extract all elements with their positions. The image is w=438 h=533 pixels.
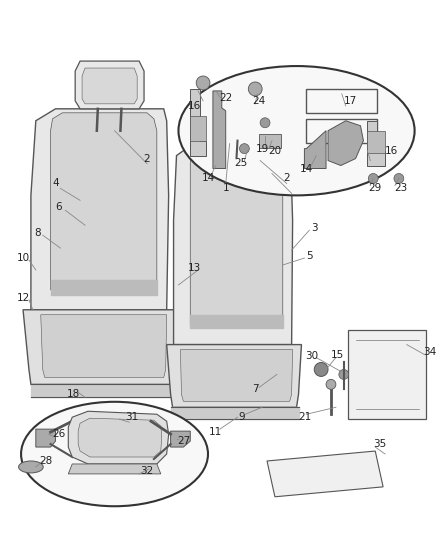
- Text: 4: 4: [52, 179, 59, 189]
- Text: 34: 34: [423, 346, 436, 357]
- Text: 16: 16: [187, 101, 201, 111]
- Text: 31: 31: [126, 412, 139, 422]
- Text: 26: 26: [52, 429, 65, 439]
- Text: 17: 17: [344, 96, 357, 106]
- Text: 8: 8: [35, 228, 41, 238]
- Polygon shape: [198, 96, 255, 141]
- Polygon shape: [50, 113, 157, 290]
- Text: 5: 5: [306, 251, 313, 261]
- Text: 11: 11: [209, 427, 223, 437]
- Polygon shape: [213, 91, 226, 168]
- Circle shape: [314, 362, 328, 376]
- Text: 3: 3: [311, 223, 318, 233]
- Text: 14: 14: [300, 164, 313, 174]
- Text: 2: 2: [144, 154, 150, 164]
- Ellipse shape: [18, 461, 43, 473]
- Polygon shape: [367, 121, 385, 166]
- Ellipse shape: [21, 402, 208, 506]
- Polygon shape: [41, 315, 167, 377]
- Polygon shape: [267, 451, 383, 497]
- Bar: [306, 89, 377, 113]
- Text: 1: 1: [223, 183, 229, 193]
- Polygon shape: [190, 116, 206, 141]
- Polygon shape: [190, 148, 283, 325]
- Text: 14: 14: [201, 173, 215, 183]
- Text: 10: 10: [17, 253, 30, 263]
- Text: 16: 16: [385, 146, 398, 156]
- Polygon shape: [304, 131, 326, 168]
- Polygon shape: [204, 102, 250, 136]
- Text: 6: 6: [55, 203, 62, 212]
- Ellipse shape: [178, 66, 415, 196]
- Polygon shape: [180, 350, 293, 401]
- Polygon shape: [167, 345, 301, 407]
- Text: 22: 22: [219, 93, 232, 103]
- Bar: [306, 119, 377, 143]
- Polygon shape: [36, 429, 56, 447]
- Polygon shape: [78, 418, 162, 457]
- Text: 24: 24: [253, 96, 266, 106]
- Polygon shape: [82, 68, 137, 104]
- Bar: [348, 330, 427, 419]
- Text: 23: 23: [394, 183, 407, 193]
- Polygon shape: [171, 431, 190, 447]
- Circle shape: [339, 369, 349, 379]
- Text: 29: 29: [369, 183, 382, 193]
- Circle shape: [240, 144, 249, 154]
- Polygon shape: [328, 121, 364, 166]
- Polygon shape: [190, 89, 206, 156]
- Text: 27: 27: [177, 436, 190, 446]
- Text: 9: 9: [238, 412, 245, 422]
- Text: 15: 15: [331, 350, 345, 360]
- Polygon shape: [68, 411, 169, 464]
- Polygon shape: [68, 464, 161, 474]
- Text: 7: 7: [252, 384, 258, 394]
- Text: 19: 19: [255, 143, 269, 154]
- Circle shape: [326, 379, 336, 389]
- Text: 18: 18: [67, 389, 80, 399]
- Text: 12: 12: [16, 293, 30, 303]
- Polygon shape: [173, 144, 293, 345]
- Text: 32: 32: [140, 466, 154, 476]
- Text: 20: 20: [268, 146, 282, 156]
- Polygon shape: [75, 61, 144, 109]
- Circle shape: [260, 118, 270, 128]
- Text: 2: 2: [283, 173, 290, 183]
- Bar: [259, 134, 281, 148]
- Circle shape: [248, 82, 262, 96]
- Polygon shape: [31, 109, 169, 310]
- Circle shape: [394, 173, 404, 183]
- Text: 28: 28: [39, 456, 52, 466]
- Text: 25: 25: [234, 158, 247, 167]
- Text: 30: 30: [305, 351, 318, 360]
- Text: 35: 35: [374, 439, 387, 449]
- Bar: [367, 131, 385, 152]
- Circle shape: [368, 173, 378, 183]
- Polygon shape: [23, 310, 178, 384]
- Text: 21: 21: [298, 412, 311, 422]
- Text: 13: 13: [187, 263, 201, 273]
- Circle shape: [196, 76, 210, 90]
